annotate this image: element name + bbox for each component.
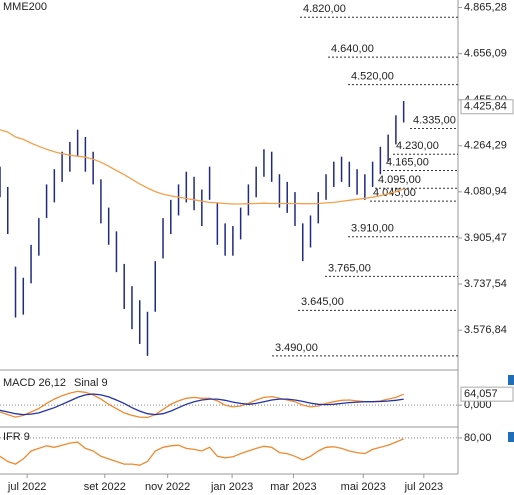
panel-button[interactable] — [508, 375, 514, 385]
y-tick-label: 3.905,47 — [464, 232, 507, 244]
x-tick-label: mar 2023 — [270, 481, 316, 493]
level-label: 4.165,00 — [386, 156, 429, 168]
x-tick-label: jul 2022 — [7, 481, 47, 493]
y-tick-label: 4.080,94 — [464, 186, 507, 198]
legend-label: Sinal 9 — [74, 377, 108, 389]
x-tick-label: set 2022 — [84, 481, 126, 493]
level-label: 4.820,00 — [303, 3, 346, 15]
y-tick-label: 4.656,09 — [464, 47, 507, 59]
level-label: 4.335,00 — [413, 114, 456, 126]
y-tick-label: 3.737,54 — [464, 278, 507, 290]
level-label: 3.490,00 — [275, 342, 318, 354]
x-tick-label: jul 2023 — [404, 481, 444, 493]
level-label: 4.045,00 — [373, 187, 416, 199]
level-label: 3.765,00 — [328, 262, 371, 274]
x-tick-label: mai 2023 — [341, 481, 386, 493]
last-value-label: 4.425,84 — [464, 101, 507, 113]
x-tick-label: nov 2022 — [145, 481, 190, 493]
series-line — [0, 129, 404, 205]
level-label: 3.910,00 — [351, 223, 394, 235]
legend-label: MACD 26,12 — [3, 377, 66, 389]
legend-label: IFR 9 — [3, 431, 30, 443]
y-tick-label: 4.865,28 — [464, 1, 507, 13]
last-value-box — [460, 386, 514, 402]
series-line — [0, 390, 404, 419]
last-value-box — [460, 99, 514, 115]
level-label: 4.640,00 — [331, 43, 374, 55]
y-tick-label: 0,000 — [464, 399, 492, 411]
level-label: 4.520,00 — [351, 71, 394, 83]
series-line — [0, 393, 404, 416]
y-tick-label: 3.576,84 — [464, 324, 507, 336]
y-tick-label: 80,00 — [464, 432, 492, 444]
series-line — [0, 438, 404, 466]
last-value-label: 64,057 — [464, 388, 498, 400]
legend-label: MME200 — [3, 1, 47, 13]
level-label: 4.095,00 — [378, 174, 421, 186]
panel-button[interactable] — [508, 432, 514, 442]
x-tick-label: jan 2023 — [210, 481, 253, 493]
level-label: 3.645,00 — [301, 296, 344, 308]
level-label: 4.230,00 — [396, 140, 439, 152]
y-tick-label: 4.264,29 — [464, 140, 507, 152]
